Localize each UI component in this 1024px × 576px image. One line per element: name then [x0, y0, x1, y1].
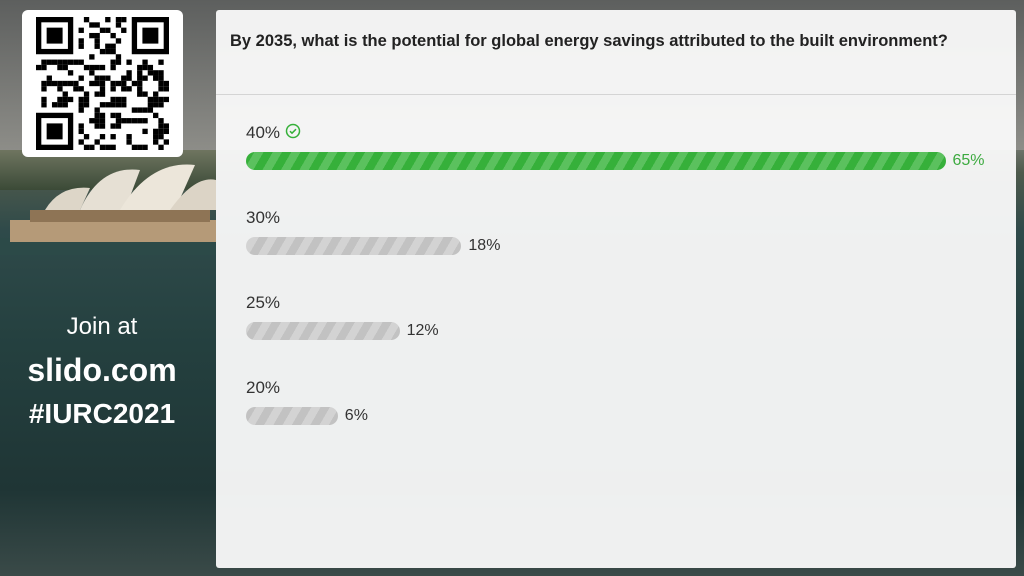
join-text: Join at	[66, 313, 138, 340]
opera-house-image	[0, 164, 216, 255]
result-bar	[246, 407, 338, 425]
poll-question: By 2035, what is the potential for globa…	[230, 32, 948, 50]
join-url: slido.com	[27, 352, 177, 388]
qr-code	[22, 10, 183, 157]
divider	[216, 94, 1016, 95]
option-label: 30%	[246, 208, 281, 227]
option-label: 25%	[246, 293, 281, 312]
poll-option: 30% 18%	[246, 207, 1006, 255]
poll-panel: By 2035, what is the potential for globa…	[216, 10, 1016, 568]
check-circle-icon	[285, 123, 301, 144]
event-code: #IURC2021	[28, 398, 176, 429]
option-label: 20%	[246, 378, 281, 397]
option-label: 40%	[246, 123, 281, 142]
result-bar	[246, 322, 400, 340]
option-result: 18%	[468, 237, 501, 254]
option-result: 65%	[952, 152, 985, 169]
poll-option: 20% 6%	[246, 377, 1006, 425]
result-bar	[246, 152, 946, 170]
option-result: 6%	[344, 407, 368, 424]
option-result: 12%	[406, 322, 439, 339]
poll-option: 40% 65%	[246, 122, 1006, 170]
poll-option: 25% 12%	[246, 292, 1006, 340]
result-bar	[246, 237, 462, 255]
qr-code-image	[36, 17, 169, 150]
